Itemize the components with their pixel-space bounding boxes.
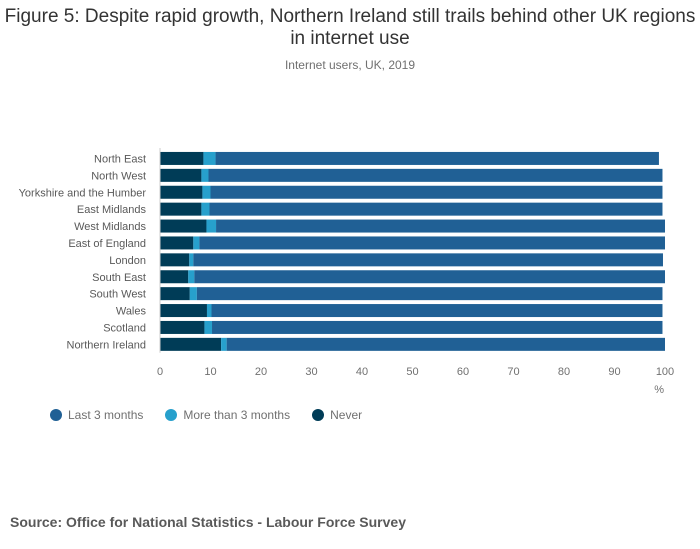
x-tick-label-30: 30: [305, 366, 317, 378]
x-tick-label-20: 20: [255, 366, 267, 378]
bar-scotland-never: [160, 320, 205, 334]
bar-north-west-last-3-months: [208, 168, 663, 182]
x-axis-label: %: [654, 384, 664, 396]
x-tick-label-80: 80: [558, 366, 570, 378]
bar-east-midlands-more-than-3-months: [201, 202, 210, 216]
bar-north-west-more-than-3-months: [201, 168, 209, 182]
category-label-north-east: North East: [94, 153, 146, 165]
bar-wales-more-than-3-months: [206, 304, 212, 318]
category-label-northern-ireland: Northern Ireland: [67, 339, 147, 351]
bar-london-never: [160, 253, 190, 267]
bar-london-more-than-3-months: [189, 253, 194, 267]
stacked-bar-chart: North East North West Yorkshire and the Hu…: [19, 148, 674, 396]
legend-item-last-3-months: Last 3 months: [50, 408, 143, 422]
bar-northern-ireland-never: [160, 337, 222, 351]
bar-north-east-last-3-months: [215, 151, 659, 165]
chart-subtitle: Internet users, UK, 2019: [284, 58, 416, 72]
bar-south-west-more-than-3-months: [189, 287, 197, 301]
x-tick-label-0: 0: [157, 366, 163, 378]
category-label-east-of-england: East of England: [68, 238, 146, 250]
x-tick-label-10: 10: [204, 366, 216, 378]
category-label-south-west: South West: [89, 289, 146, 301]
bar-north-east-more-than-3-months: [203, 151, 216, 165]
bar-scotland-last-3-months: [212, 320, 663, 334]
category-label-yorkshire-and-the-humber: Yorkshire and the Humber: [19, 187, 147, 199]
category-label-south-east: South East: [92, 272, 146, 284]
bar-east-of-england-never: [160, 236, 194, 250]
x-tick-label-50: 50: [406, 366, 418, 378]
bar-north-east-never: [160, 151, 204, 165]
category-label-london: London: [109, 255, 146, 267]
legend-swatch-never: [312, 409, 325, 421]
bar-yorkshire-and-the-humber-more-than-3-months: [202, 185, 211, 199]
chart-legend: Last 3 months More than 3 months Never: [50, 408, 362, 422]
source-note: Source: Office for National Statistics -…: [10, 514, 406, 530]
bar-west-midlands-last-3-months: [216, 219, 665, 233]
legend-item-more-than-3-months: More than 3 months: [165, 408, 290, 422]
x-tick-label-90: 90: [608, 366, 620, 378]
bar-northern-ireland-more-than-3-months: [221, 337, 227, 351]
bar-scotland-more-than-3-months: [204, 320, 213, 334]
bar-east-of-england-last-3-months: [199, 236, 665, 250]
bar-south-east-never: [160, 270, 189, 284]
bar-north-west-never: [160, 168, 202, 182]
bar-east-midlands-last-3-months: [209, 202, 663, 216]
legend-swatch-more-than-3-months: [165, 409, 178, 421]
bar-west-midlands-more-than-3-months: [206, 219, 217, 233]
category-label-wales: Wales: [116, 306, 147, 318]
legend-label-last-3-months: Last 3 months: [68, 408, 144, 422]
x-tick-label-40: 40: [356, 366, 368, 378]
legend-label-never: Never: [330, 408, 363, 422]
chart-title: Figure 5: Despite rapid growth, Northern…: [4, 6, 696, 49]
bar-wales-never: [160, 304, 207, 318]
category-label-scotland: Scotland: [103, 322, 146, 334]
category-label-west-midlands: West Midlands: [74, 221, 146, 233]
bar-northern-ireland-last-3-months: [226, 337, 665, 351]
bar-east-of-england-more-than-3-months: [193, 236, 200, 250]
bar-wales-last-3-months: [211, 304, 663, 318]
bar-yorkshire-and-the-humber-last-3-months: [210, 185, 663, 199]
legend-label-more-than-3-months: More than 3 months: [183, 408, 291, 422]
bar-west-midlands-never: [160, 219, 207, 233]
bar-south-east-more-than-3-months: [188, 270, 195, 284]
x-tick-label-100: 100: [656, 366, 674, 378]
bar-london-last-3-months: [193, 253, 663, 267]
bar-south-east-last-3-months: [194, 270, 665, 284]
bar-south-west-last-3-months: [196, 287, 663, 301]
bar-south-west-never: [160, 287, 190, 301]
legend-item-never: Never: [312, 408, 362, 422]
x-tick-label-70: 70: [507, 366, 519, 378]
x-tick-label-60: 60: [457, 366, 469, 378]
legend-swatch-last-3-months: [50, 409, 62, 421]
category-label-east-midlands: East Midlands: [77, 204, 147, 216]
bar-yorkshire-and-the-humber-never: [160, 185, 203, 199]
category-label-north-west: North West: [91, 170, 146, 182]
bar-east-midlands-never: [160, 202, 202, 216]
